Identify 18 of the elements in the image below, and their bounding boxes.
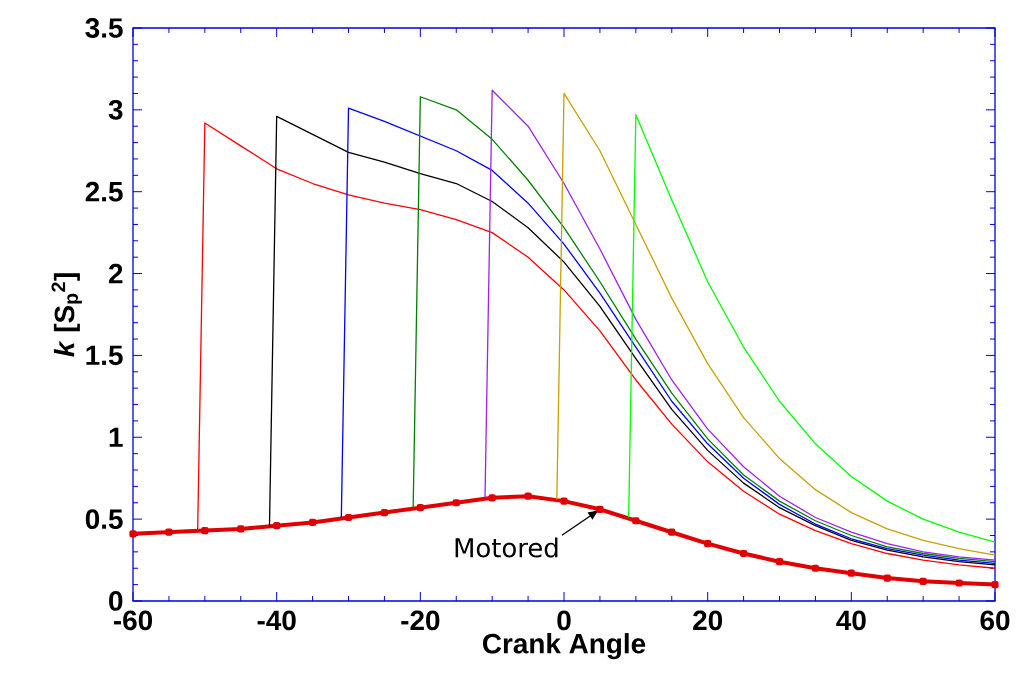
x-tick-label: 40	[836, 610, 866, 631]
x-tick-label: 20	[693, 610, 723, 631]
y-tick-label: 2.5	[85, 181, 123, 202]
x-tick-label: 60	[980, 610, 1010, 631]
annotation: Motored	[455, 537, 558, 558]
y-axis-title: k [S$_{p}$$^{2}$]	[51, 273, 82, 357]
y-tick-label: 3.5	[85, 18, 123, 38]
y-tick-label: 0	[109, 591, 123, 611]
x-tick-label: -60	[113, 610, 153, 631]
x-tick-label: -20	[401, 610, 440, 631]
y-tick-label: 1	[109, 427, 123, 447]
x-tick-label: -40	[257, 610, 296, 631]
y-tick-label: 1.5	[86, 345, 123, 366]
x-axis-title: Crank Angle	[483, 633, 646, 660]
y-tick-label: 2	[108, 263, 123, 284]
x-tick-label: 0	[557, 610, 571, 631]
y-tick-label: 3	[108, 99, 123, 120]
y-tick-label: 0.5	[85, 509, 123, 529]
